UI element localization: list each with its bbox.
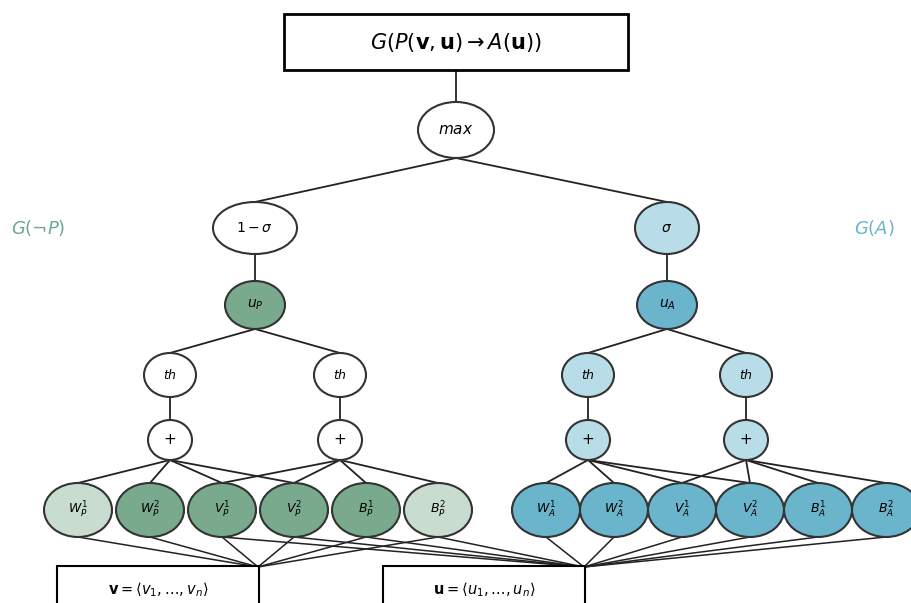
Text: $G(A)$: $G(A)$ (853, 218, 894, 238)
Text: $th$: $th$ (333, 368, 346, 382)
Text: $B_P^2$: $B_P^2$ (429, 500, 445, 520)
FancyBboxPatch shape (283, 14, 628, 70)
Text: $\mathbf{v} = \langle v_1,\ldots,v_n \rangle$: $\mathbf{v} = \langle v_1,\ldots,v_n \ra… (107, 581, 208, 599)
Text: $G(P(\mathbf{v},\mathbf{u}) \rightarrow A(\mathbf{u}))$: $G(P(\mathbf{v},\mathbf{u}) \rightarrow … (370, 31, 541, 54)
Text: $B_P^1$: $B_P^1$ (357, 500, 374, 520)
Text: $+$: $+$ (739, 432, 752, 447)
Text: $+$: $+$ (581, 432, 594, 447)
Ellipse shape (44, 483, 112, 537)
Text: $W_A^2$: $W_A^2$ (603, 500, 623, 520)
Ellipse shape (404, 483, 472, 537)
Text: $B_A^2$: $B_A^2$ (877, 500, 893, 520)
FancyBboxPatch shape (56, 566, 259, 603)
Text: $V_P^2$: $V_P^2$ (286, 500, 302, 520)
Ellipse shape (648, 483, 715, 537)
Text: $G(\neg P)$: $G(\neg P)$ (11, 218, 65, 238)
Ellipse shape (260, 483, 328, 537)
Ellipse shape (719, 353, 771, 397)
Text: $\sigma$: $\sigma$ (660, 221, 671, 235)
Ellipse shape (566, 420, 609, 460)
Ellipse shape (634, 202, 698, 254)
Ellipse shape (144, 353, 196, 397)
Ellipse shape (225, 281, 284, 329)
Text: $V_P^1$: $V_P^1$ (214, 500, 230, 520)
Ellipse shape (148, 420, 192, 460)
Text: $th$: $th$ (738, 368, 752, 382)
Text: $+$: $+$ (333, 432, 346, 447)
Ellipse shape (313, 353, 365, 397)
Text: $W_A^1$: $W_A^1$ (536, 500, 556, 520)
Ellipse shape (851, 483, 911, 537)
Text: $W_P^2$: $W_P^2$ (140, 500, 159, 520)
Ellipse shape (417, 102, 494, 158)
Text: $th$: $th$ (163, 368, 177, 382)
Ellipse shape (318, 420, 362, 460)
Text: $B_A^1$: $B_A^1$ (809, 500, 825, 520)
Text: $th$: $th$ (580, 368, 594, 382)
Ellipse shape (579, 483, 648, 537)
Text: $u_A$: $u_A$ (658, 298, 675, 312)
Text: $\mathbf{u} = \langle u_1,\ldots,u_n \rangle$: $\mathbf{u} = \langle u_1,\ldots,u_n \ra… (432, 581, 535, 599)
Ellipse shape (332, 483, 400, 537)
Ellipse shape (723, 420, 767, 460)
FancyBboxPatch shape (383, 566, 584, 603)
Text: $+$: $+$ (163, 432, 177, 447)
Ellipse shape (511, 483, 579, 537)
Ellipse shape (783, 483, 851, 537)
Text: $1-\sigma$: $1-\sigma$ (236, 221, 273, 235)
Text: $u_P$: $u_P$ (246, 298, 263, 312)
Ellipse shape (213, 202, 297, 254)
Text: $W_P^1$: $W_P^1$ (68, 500, 87, 520)
Text: $V_A^1$: $V_A^1$ (673, 500, 690, 520)
Ellipse shape (636, 281, 696, 329)
Ellipse shape (116, 483, 184, 537)
Ellipse shape (561, 353, 613, 397)
Ellipse shape (188, 483, 256, 537)
Text: $V_A^2$: $V_A^2$ (742, 500, 757, 520)
Ellipse shape (715, 483, 783, 537)
Text: $max$: $max$ (438, 122, 473, 137)
